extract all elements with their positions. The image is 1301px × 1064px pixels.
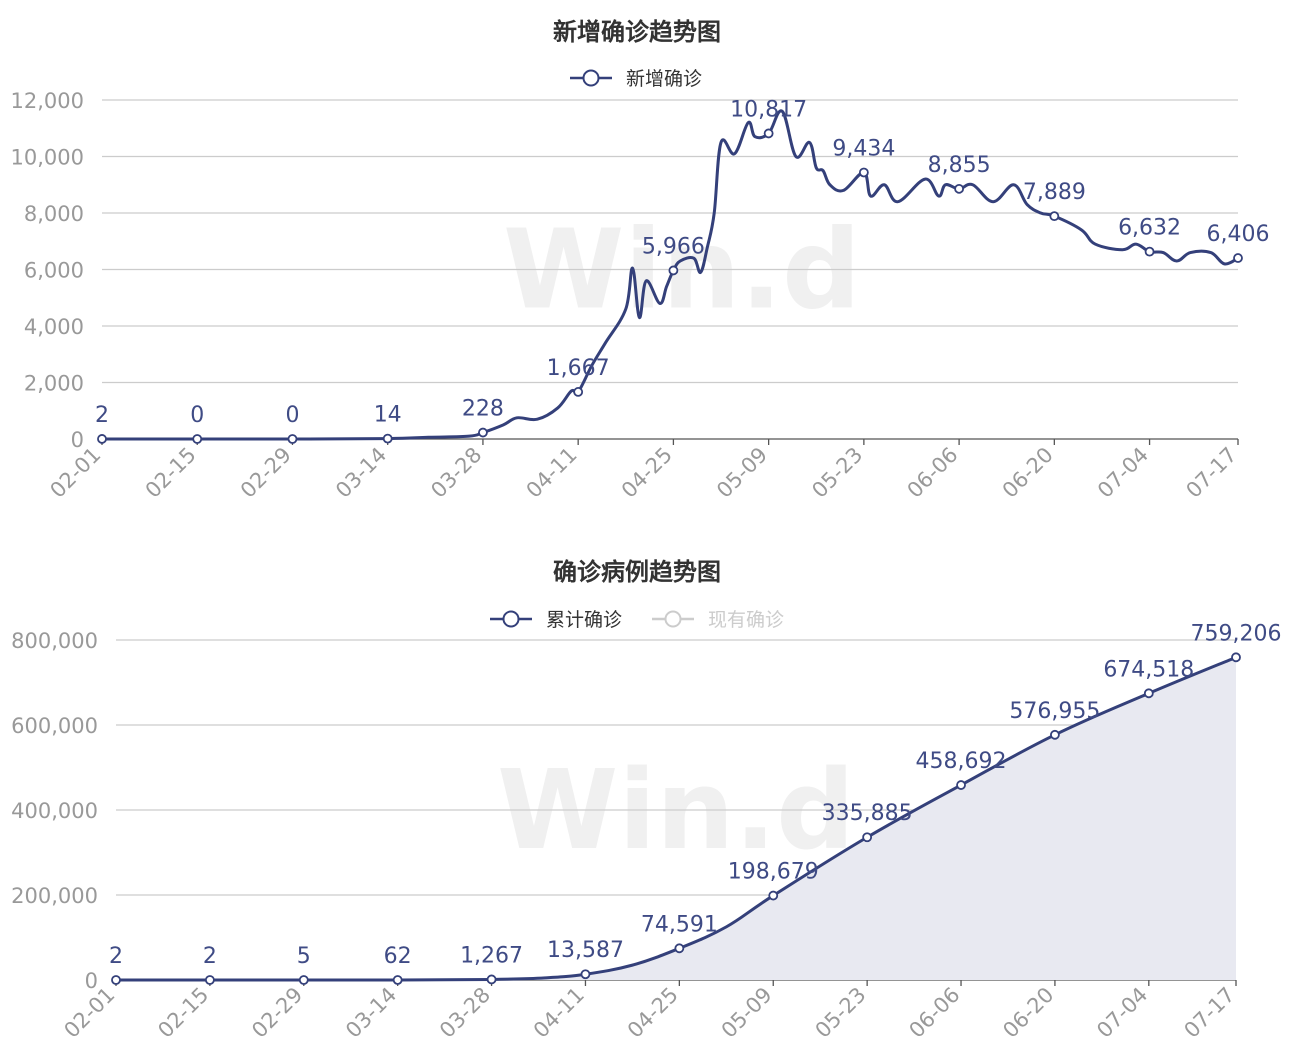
x-tick-label: 05-09 [712,443,772,503]
x-tick-label: 04-25 [623,983,683,1043]
x-tick-label: 07-04 [1093,443,1153,503]
y-tick-label: 800,000 [11,629,98,653]
x-tick-label: 06-20 [998,443,1058,503]
chart-title: 新增确诊趋势图 [553,18,721,46]
data-label: 10,817 [730,97,807,122]
data-label: 5,966 [642,234,705,259]
y-tick-label: 6,000 [24,259,84,283]
data-label: 335,885 [822,801,913,826]
data-point [479,429,487,437]
data-point [574,388,582,396]
x-tick-label: 02-15 [141,443,201,503]
x-tick-label: 03-28 [435,983,495,1043]
data-point [1146,248,1154,256]
data-label: 228 [462,397,504,422]
x-tick-label: 02-29 [247,983,307,1043]
data-label: 13,587 [547,938,624,963]
data-label: 1,267 [460,943,523,968]
y-tick-label: 4,000 [24,315,84,339]
data-label: 674,518 [1103,657,1194,682]
data-label: 576,955 [1009,699,1100,724]
data-label: 2 [109,944,123,969]
data-point [288,435,296,443]
data-point [1051,731,1059,739]
x-tick-label: 04-11 [529,983,589,1043]
data-point [955,185,963,193]
x-tick-label: 02-29 [236,443,296,503]
data-label: 458,692 [916,749,1007,774]
data-label: 0 [190,403,204,428]
data-point [193,435,201,443]
x-tick-label: 03-14 [341,983,401,1043]
chart-title: 确诊病例趋势图 [553,558,721,586]
data-label: 74,591 [641,912,718,937]
data-point [1050,212,1058,220]
x-tick-label: 06-06 [904,983,964,1043]
legend-marker-icon [504,612,519,627]
data-label: 198,679 [728,860,819,885]
data-point [1232,653,1240,661]
data-point [384,435,392,443]
data-point [98,435,106,443]
data-point [863,833,871,841]
x-tick-label: 05-23 [811,983,871,1043]
data-label: 6,632 [1118,216,1181,241]
data-point [1234,254,1242,262]
legend-item: 新增确诊 [626,68,702,90]
legend-item: 累计确诊 [546,609,622,631]
x-tick-label: 06-06 [903,443,963,503]
data-point [765,129,773,137]
x-tick-label: 06-20 [998,983,1058,1043]
data-point [860,168,868,176]
data-label: 5 [297,944,311,969]
x-tick-label: 05-09 [717,983,777,1043]
series-line [102,111,1238,439]
y-tick-label: 12,000 [11,89,84,113]
y-tick-label: 400,000 [11,799,98,823]
data-point [581,970,589,978]
data-point [206,976,214,984]
legend-marker-icon [666,612,681,627]
data-label: 1,667 [547,356,610,381]
data-label: 9,434 [832,136,895,161]
data-point [769,892,777,900]
x-tick-label: 04-11 [522,443,582,503]
data-label: 0 [285,403,299,428]
legend-item: 现有确诊 [708,609,784,631]
y-tick-label: 8,000 [24,202,84,226]
y-tick-label: 2,000 [24,372,84,396]
x-tick-label: 03-14 [331,443,391,503]
data-label: 759,206 [1191,621,1282,646]
x-tick-label: 03-28 [426,443,486,503]
legend-marker-icon [584,71,599,86]
y-tick-label: 200,000 [11,884,98,908]
data-label: 6,406 [1207,222,1270,247]
data-label: 2 [95,403,109,428]
x-tick-label: 07-04 [1092,983,1152,1043]
data-point [112,976,120,984]
data-label: 14 [374,403,402,428]
data-point [488,975,496,983]
data-point [675,944,683,952]
data-point [300,976,308,984]
x-tick-label: 07-17 [1181,443,1241,503]
data-point [669,266,677,274]
y-tick-label: 600,000 [11,714,98,738]
x-tick-label: 02-15 [153,983,213,1043]
data-label: 8,855 [928,153,991,178]
x-tick-label: 07-17 [1179,983,1239,1043]
data-point [1145,689,1153,697]
data-label: 7,889 [1023,180,1086,205]
y-tick-label: 10,000 [11,146,84,170]
data-point [394,976,402,984]
x-tick-label: 05-23 [807,443,867,503]
x-tick-label: 04-25 [617,443,677,503]
data-point [957,781,965,789]
data-label: 2 [203,944,217,969]
data-label: 62 [384,944,412,969]
